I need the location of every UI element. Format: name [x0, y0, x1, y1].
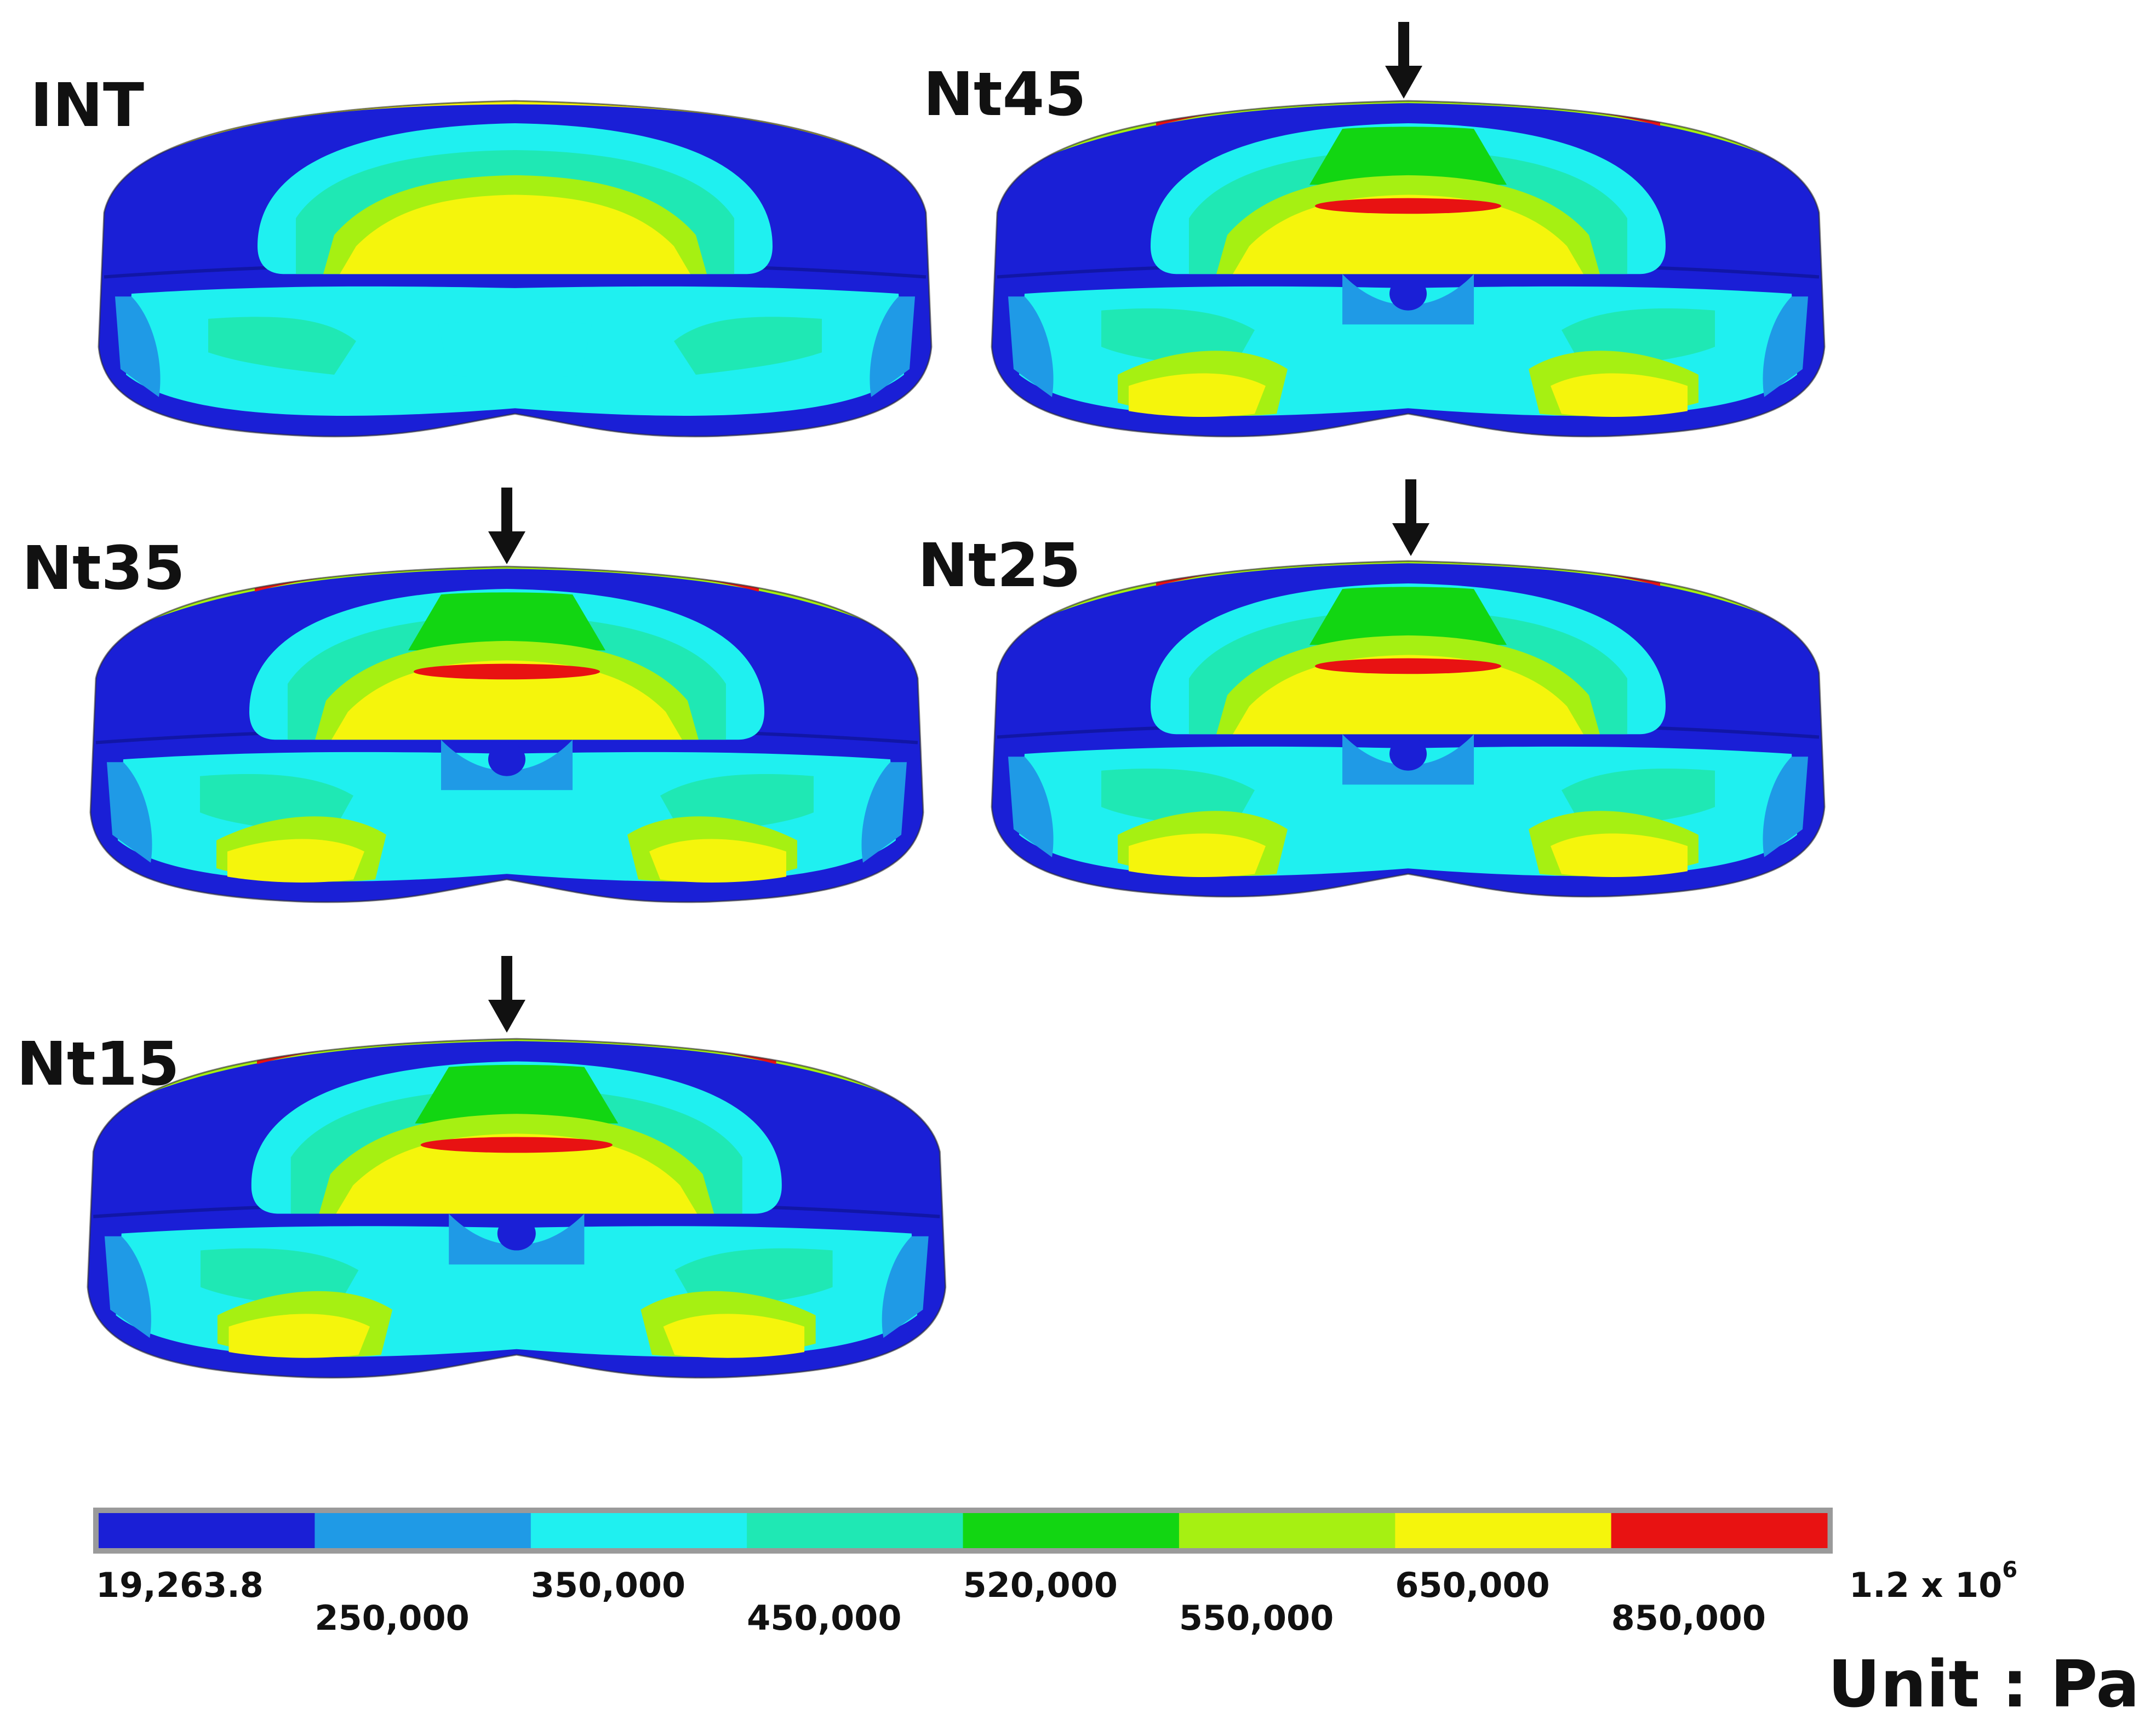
label-int: INT	[30, 70, 144, 140]
load-arrow-icon	[1392, 479, 1429, 556]
colorbar-segment-5	[963, 1513, 1180, 1548]
colorbar-max-base: 1.2 x 10	[1849, 1565, 2002, 1605]
colorbar-tick-label: 650,000	[1395, 1565, 1549, 1605]
colorbar-tick-label: 850,000	[1611, 1598, 1766, 1638]
colorbar-tick-label: 350,000	[531, 1565, 685, 1605]
colorbar-segment-6	[1179, 1513, 1396, 1548]
colorbar-tick-label: 19,263.8	[96, 1565, 264, 1605]
colorbar-segment-4	[747, 1513, 963, 1548]
colorbar-segment-3	[530, 1513, 747, 1548]
colorbar-tick-label: 450,000	[747, 1598, 901, 1638]
colorbar-tick-label: 550,000	[1179, 1598, 1334, 1638]
unit-label: Unit : Pa	[1828, 1646, 2140, 1722]
colorbar-tick-label: 250,000	[314, 1598, 469, 1638]
load-arrow-icon	[1385, 22, 1422, 99]
model-nt25: Nt25	[918, 479, 1825, 902]
colorbar: 19,263.8 250,000 350,000 450,000 520,000 550,…	[93, 1508, 2140, 1722]
label-nt15: Nt15	[16, 1029, 180, 1099]
model-nt15: Nt15	[16, 956, 946, 1383]
model-nt35: Nt35	[22, 488, 923, 907]
model-nt45: Nt45	[923, 22, 1825, 442]
colorbar-segment-2	[314, 1513, 531, 1548]
colorbar-segment-7	[1395, 1513, 1612, 1548]
load-arrow-icon	[488, 488, 525, 564]
colorbar-tick-label: 520,000	[963, 1565, 1118, 1605]
label-nt25: Nt25	[918, 530, 1081, 600]
colorbar-segment-1	[99, 1513, 315, 1548]
colorbar-segment-8	[1611, 1513, 1828, 1548]
label-nt45: Nt45	[923, 59, 1086, 129]
load-arrow-icon	[488, 956, 525, 1033]
model-int: INT	[30, 70, 931, 442]
colorbar-max-label: 1.2 x 106	[1849, 1557, 2017, 1605]
label-nt35: Nt35	[22, 533, 185, 603]
colorbar-max-exponent: 6	[2002, 1557, 2017, 1583]
